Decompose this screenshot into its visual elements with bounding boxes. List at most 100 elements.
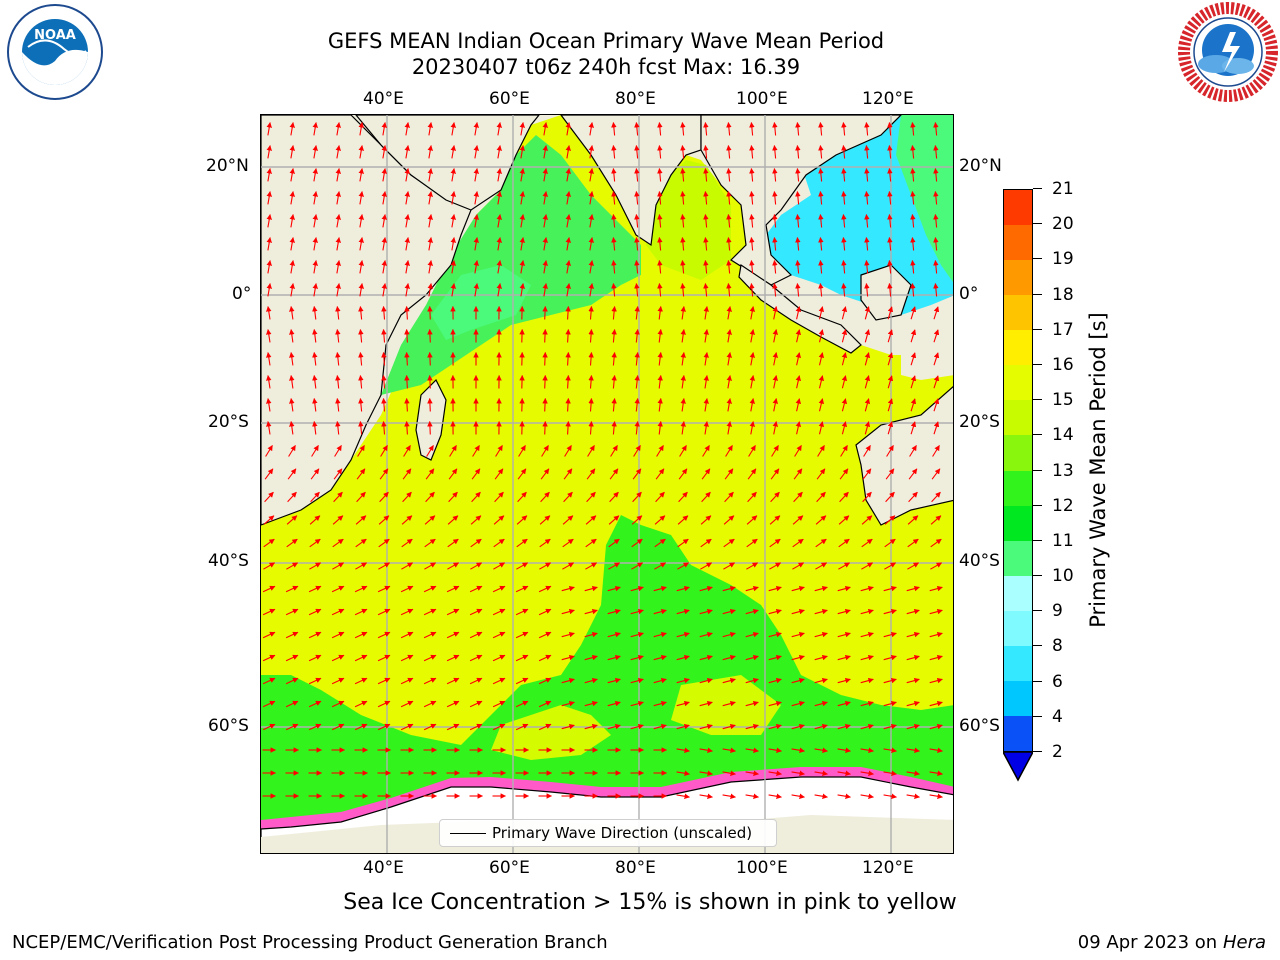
wave-vector: [772, 236, 778, 251]
wave-vector: [423, 608, 437, 616]
wave-vector: [494, 491, 504, 503]
wave-vector: [311, 445, 319, 457]
wave-vector: [308, 608, 322, 616]
wave-vector: [515, 608, 529, 616]
wave-vector: [287, 468, 297, 480]
wave-vector: [355, 562, 368, 570]
wave-vector: [630, 631, 644, 638]
wave-vector: [933, 329, 940, 343]
wave-vector: [427, 351, 433, 366]
wave-vector: [726, 259, 732, 274]
colorbar-segment: [1004, 330, 1032, 366]
wave-vector: [402, 468, 412, 480]
wave-vector: [469, 654, 483, 662]
wave-vector: [818, 421, 825, 435]
wave-vector: [285, 677, 299, 685]
wave-vector: [630, 654, 644, 661]
wave-vector: [565, 328, 571, 343]
wave-vector: [561, 585, 575, 592]
wave-vector: [358, 328, 364, 343]
wave-vector: [910, 375, 917, 389]
wave-vector: [634, 397, 640, 412]
wave-vector: [791, 585, 805, 592]
wave-vector: [492, 608, 506, 616]
wave-vector: [312, 305, 318, 320]
wave-vector: [724, 468, 734, 480]
wave-vector: [286, 562, 299, 570]
wave-vector: [703, 259, 709, 274]
wave-vector: [312, 191, 318, 205]
lat-tick-right-20n: 20°N: [959, 156, 1002, 176]
noaa-logo-text: NOAA: [34, 28, 76, 43]
wave-vector: [726, 282, 732, 297]
colorbar-tick: [1033, 645, 1042, 647]
wave-vector: [289, 122, 295, 136]
wave-vector: [472, 445, 480, 457]
wave-vector: [818, 144, 824, 159]
wave-vector: [746, 562, 759, 570]
wave-vector: [469, 608, 483, 616]
wave-vector: [608, 562, 621, 570]
wave-vector: [794, 445, 802, 457]
wave-vector: [565, 122, 571, 136]
wave-vector: [542, 328, 548, 343]
wave-vector: [841, 190, 847, 205]
wave-vector: [266, 191, 272, 205]
wave-vector: [933, 282, 939, 297]
wave-vector: [795, 236, 801, 251]
wave-vector: [288, 445, 296, 457]
wave-vector: [746, 515, 758, 525]
wave-vector: [679, 445, 687, 457]
wave-vector: [703, 167, 709, 182]
arabia: [355, 115, 540, 211]
wave-vector: [726, 329, 732, 343]
wave-vector: [864, 121, 870, 136]
wave-vector: [607, 608, 621, 615]
wave-vector: [699, 723, 713, 730]
wave-vector: [588, 283, 594, 297]
wave-vector: [768, 770, 782, 776]
wave-vector: [427, 260, 433, 274]
wave-vector: [703, 190, 709, 205]
nws-logo: [1178, 2, 1278, 102]
wave-vector: [289, 191, 295, 205]
wave-vector: [772, 306, 779, 320]
wave-vector: [584, 585, 598, 592]
wave-vector: [423, 631, 437, 639]
wave-vector: [883, 631, 897, 638]
wave-vector: [676, 608, 690, 615]
bay-bengal-band: [646, 160, 731, 280]
wave-vector: [887, 282, 893, 297]
wave-vector: [677, 562, 690, 570]
wave-vector: [588, 145, 594, 159]
wave-vector: [400, 608, 414, 616]
wave-vector: [910, 121, 916, 136]
wave-vector: [519, 191, 525, 205]
wave-vector: [932, 445, 940, 457]
wave-vector: [519, 122, 525, 136]
map-legend: Primary Wave Direction (unscaled): [439, 819, 777, 847]
wave-vector: [791, 677, 805, 684]
wave-vector: [768, 793, 782, 799]
wave-vector: [289, 168, 295, 182]
wave-vector: [885, 491, 895, 503]
wave-vector: [837, 723, 851, 730]
wave-vector: [768, 631, 782, 638]
wave-vector: [588, 214, 594, 228]
wave-vector: [749, 190, 755, 205]
wave-vector: [565, 260, 571, 274]
wave-vector: [308, 677, 322, 685]
wave-vector: [289, 421, 295, 435]
wave-vector: [381, 420, 387, 435]
wave-vector: [795, 375, 802, 389]
wave-vector: [657, 397, 663, 412]
wave-vector: [703, 144, 709, 159]
wave-vector: [469, 585, 483, 593]
wave-vector: [793, 491, 803, 503]
wave-vector: [680, 375, 686, 389]
wave-vector: [381, 260, 387, 274]
wave-vector: [768, 700, 782, 707]
wave-vector: [722, 608, 736, 615]
wave-vector: [722, 700, 736, 707]
wave-vector: [910, 259, 916, 274]
